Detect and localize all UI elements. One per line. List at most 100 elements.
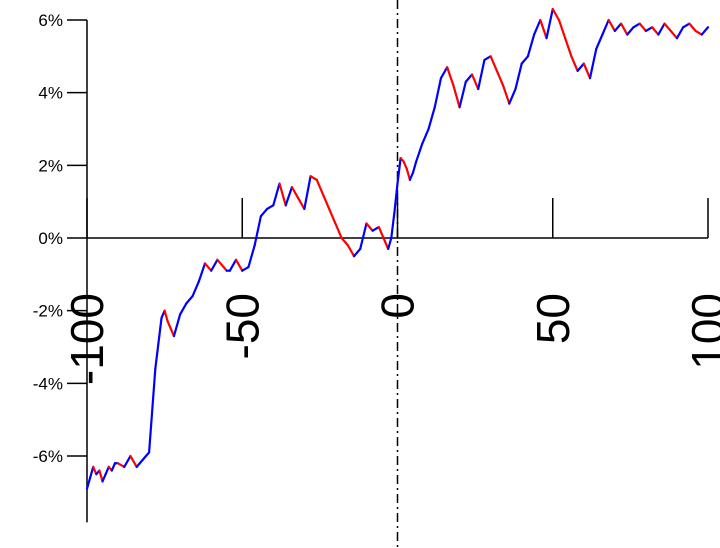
- series-segment: [663, 22, 672, 32]
- series-segment: [439, 66, 449, 80]
- x-tick-label: 0: [372, 293, 424, 319]
- series-segment: [700, 26, 710, 36]
- series-segment: [129, 454, 138, 468]
- series-segment: [259, 207, 269, 218]
- series-segment: [539, 18, 548, 40]
- series-segment: [626, 26, 635, 36]
- series-segment: [163, 309, 169, 323]
- series-segment: [98, 469, 104, 483]
- x-tick-label: -100: [61, 293, 113, 385]
- series-segment: [433, 77, 443, 109]
- series-segment: [290, 186, 300, 200]
- y-tick-label: -6%: [33, 447, 63, 466]
- series-segment: [477, 58, 486, 91]
- series-segment: [89, 465, 95, 479]
- series-segment: [387, 236, 393, 250]
- series-segment: [104, 465, 110, 476]
- series-segment: [557, 18, 567, 40]
- series-segment: [148, 367, 157, 454]
- series-segment: [141, 451, 151, 461]
- series-segment: [334, 222, 343, 240]
- series-segment: [458, 80, 467, 109]
- series-segment: [185, 295, 194, 305]
- series-segment: [210, 258, 219, 272]
- series-segment: [470, 73, 480, 91]
- series-segment: [166, 320, 172, 330]
- series-segment: [253, 215, 262, 247]
- series-segment: [101, 473, 107, 483]
- series-segment: [265, 204, 275, 211]
- series-segment: [694, 29, 703, 36]
- series-segment: [464, 73, 474, 83]
- series-segment: [576, 62, 585, 72]
- series-segment: [601, 18, 610, 36]
- series-segment: [595, 33, 604, 51]
- series-segment: [533, 18, 542, 36]
- series-segment: [421, 127, 430, 145]
- series-segment: [411, 160, 418, 174]
- y-tick-label: -4%: [33, 374, 63, 393]
- series-segment: [315, 178, 325, 196]
- series-segment: [393, 182, 399, 214]
- y-tick-label: 0%: [38, 229, 63, 248]
- series-segment: [321, 193, 331, 211]
- series-segment: [582, 62, 592, 80]
- series-segment: [651, 26, 660, 36]
- series-segment: [508, 87, 517, 105]
- series-segment: [613, 22, 623, 32]
- series-segment: [371, 226, 380, 232]
- series-segment: [175, 313, 182, 327]
- series-segment: [303, 175, 312, 211]
- y-tick-label: 4%: [38, 84, 63, 103]
- series-segment: [228, 258, 238, 272]
- series-segment: [657, 22, 666, 36]
- series-segment: [85, 476, 92, 490]
- series-segment: [135, 458, 144, 468]
- series-segment: [405, 167, 412, 181]
- series-segment: [632, 22, 641, 29]
- series-segment: [396, 156, 402, 185]
- series-segment: [179, 302, 188, 316]
- series-segment: [520, 55, 530, 65]
- series-segment: [197, 262, 207, 283]
- series-segment: [526, 33, 536, 58]
- series-segment: [234, 258, 244, 272]
- series-segment: [545, 7, 554, 40]
- series-segment: [644, 26, 654, 32]
- series-segment: [365, 222, 374, 232]
- series-segment: [297, 196, 306, 211]
- series-segment: [452, 84, 461, 109]
- series-segment: [377, 226, 387, 243]
- x-tick-label: -50: [216, 293, 268, 359]
- series-segment: [154, 316, 163, 370]
- series-segment: [489, 55, 498, 72]
- y-tick-label: -2%: [33, 302, 63, 321]
- series-segment: [415, 142, 424, 163]
- series-segment: [446, 66, 455, 87]
- y-tick-label: 6%: [38, 11, 63, 30]
- series-segment: [346, 244, 356, 258]
- series-segment: [551, 7, 561, 22]
- series-segment: [682, 22, 691, 29]
- series-segment: [675, 26, 685, 40]
- series-segment: [669, 29, 679, 40]
- series-segment: [309, 175, 318, 181]
- series-segment: [495, 69, 505, 87]
- series-segment: [514, 62, 523, 91]
- series-segment: [359, 222, 368, 250]
- series-segment: [390, 211, 396, 240]
- series-segment: [483, 55, 492, 62]
- series-segment: [340, 236, 349, 247]
- series-segment: [501, 84, 511, 105]
- series-segment: [402, 160, 408, 171]
- series-segment: [272, 182, 281, 207]
- series-segment: [191, 280, 200, 298]
- series-segment: [588, 47, 598, 80]
- series-segment: [116, 462, 126, 468]
- tick-label-layer: 6% 4% 2% 0% -2% -4% -6% -100 -50 0 50 100: [33, 11, 720, 466]
- series-segment: [688, 22, 697, 32]
- series-segment: [619, 22, 629, 36]
- series-layer: [85, 7, 710, 490]
- series-segment: [241, 265, 250, 272]
